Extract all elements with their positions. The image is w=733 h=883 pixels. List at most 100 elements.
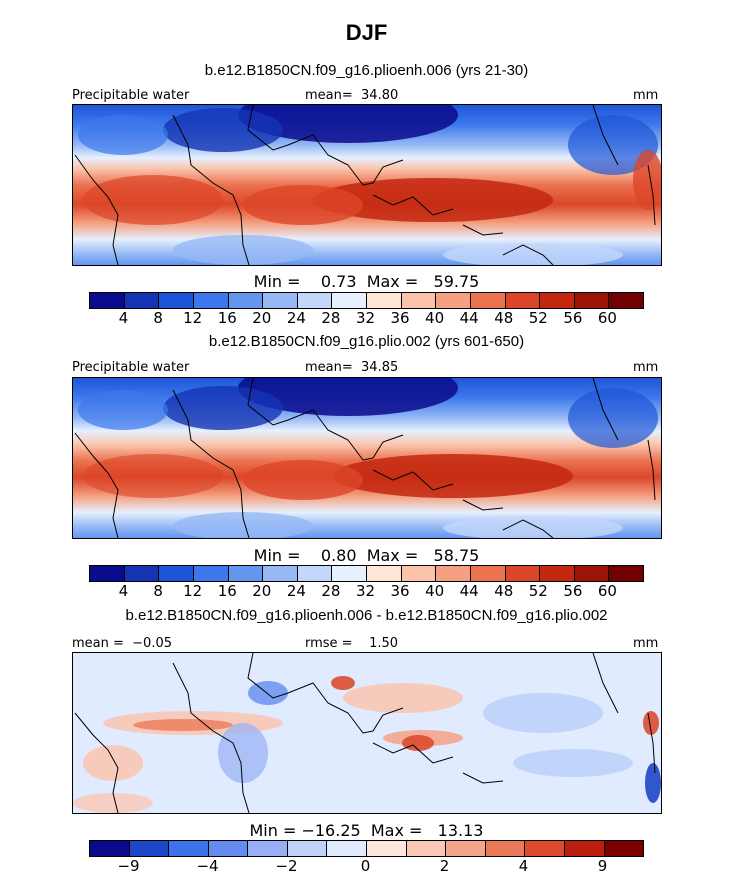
panel1-field <box>73 105 661 265</box>
colorbar-tick-label: 36 <box>390 309 410 327</box>
panel2-title: b.e12.B1850CN.f09_g16.plio.002 (yrs 601-… <box>208 333 525 350</box>
colorbar-swatch <box>124 293 160 308</box>
panel3-map <box>72 652 662 814</box>
colorbar-swatch <box>406 841 447 856</box>
panel3-colorbar <box>89 840 644 857</box>
colorbar-swatch <box>470 293 506 308</box>
colorbar-tick-label: 48 <box>494 309 514 327</box>
panel1-mean: mean= 34.80 <box>305 88 399 103</box>
colorbar-swatch <box>263 566 298 581</box>
colorbar-swatch <box>297 293 333 308</box>
colorbar-tick-label: 52 <box>528 309 548 327</box>
colorbar-swatch <box>90 293 125 308</box>
colorbar-tick-label: 2 <box>439 857 450 875</box>
panel1-units: mm <box>633 88 659 103</box>
colorbar-swatch <box>505 293 541 308</box>
colorbar-swatch <box>193 566 229 581</box>
colorbar-tick-label: 40 <box>425 309 445 327</box>
colorbar-tick-label: 20 <box>252 582 272 600</box>
colorbar-swatch <box>297 566 333 581</box>
colorbar-swatch <box>367 841 407 856</box>
colorbar-tick-label: 36 <box>390 582 410 600</box>
panel3-field <box>73 653 661 813</box>
colorbar-swatch <box>169 841 209 856</box>
colorbar-tick-label: 56 <box>563 582 583 600</box>
colorbar-swatch <box>446 841 486 856</box>
colorbar-tick-label: 32 <box>355 309 376 327</box>
colorbar-tick-label: 60 <box>597 582 617 600</box>
panel1-minmax: Min = 0.73 Max = 59.75 <box>253 272 480 291</box>
panel1-variable-label: Precipitable water <box>72 88 190 103</box>
colorbar-swatch <box>159 293 194 308</box>
colorbar-swatch <box>228 293 264 308</box>
colorbar-tick-label: 24 <box>286 582 306 600</box>
colorbar-tick-label: 8 <box>153 582 163 600</box>
colorbar-tick-label: 16 <box>217 582 237 600</box>
panel2-colorbar-ticks: 4 8 12 16 20 24 28 32 36 40 44 48 52 56 60 <box>89 582 642 600</box>
colorbar-tick-label: 12 <box>183 309 203 327</box>
colorbar-tick-label: 4 <box>118 582 129 600</box>
colorbar-swatch <box>90 566 125 581</box>
panel2-variable-label: Precipitable water <box>72 360 190 375</box>
colorbar-swatch <box>505 566 541 581</box>
colorbar-swatch <box>609 566 643 581</box>
figure-title: DJF <box>345 20 388 45</box>
colorbar-swatch <box>525 841 565 856</box>
colorbar-swatch <box>367 566 402 581</box>
colorbar-swatch <box>436 566 471 581</box>
colorbar-swatch <box>159 566 194 581</box>
colorbar-tick-label: 28 <box>321 309 341 327</box>
panel3-rmse: rmse = 1.50 <box>305 636 399 651</box>
colorbar-swatch <box>436 293 471 308</box>
colorbar-swatch <box>90 841 130 856</box>
panel3-minmax: Min = −16.25 Max = 13.13 <box>249 821 484 840</box>
panel1-colorbar <box>89 292 644 309</box>
colorbar-swatch <box>124 566 160 581</box>
colorbar-swatch <box>604 841 644 856</box>
colorbar-tick-label: 9 <box>597 857 608 875</box>
colorbar-swatch <box>574 293 610 308</box>
colorbar-tick-label: 20 <box>252 309 272 327</box>
colorbar-swatch <box>228 566 264 581</box>
colorbar-swatch <box>564 841 605 856</box>
colorbar-swatch <box>129 841 170 856</box>
panel2-mean: mean= 34.85 <box>305 360 399 375</box>
colorbar-swatch <box>208 841 249 856</box>
panel1-title: b.e12.B1850CN.f09_g16.plioenh.006 (yrs 2… <box>204 62 529 79</box>
colorbar-tick-label: 16 <box>217 309 237 327</box>
panel2-minmax: Min = 0.80 Max = 58.75 <box>253 546 480 565</box>
colorbar-swatch <box>193 293 229 308</box>
colorbar-swatch <box>287 841 328 856</box>
colorbar-tick-label: 4 <box>518 857 529 875</box>
colorbar-swatch <box>401 293 437 308</box>
colorbar-tick-label: 4 <box>118 309 129 327</box>
colorbar-tick-label: 32 <box>355 582 376 600</box>
colorbar-tick-label: 28 <box>321 582 341 600</box>
colorbar-tick-label: 60 <box>597 309 617 327</box>
colorbar-swatch <box>540 566 575 581</box>
colorbar-swatch <box>485 841 526 856</box>
colorbar-tick-label: −4 <box>196 857 219 875</box>
colorbar-tick-label: 40 <box>425 582 445 600</box>
colorbar-tick-label: 44 <box>459 582 479 600</box>
colorbar-tick-label: 56 <box>563 309 583 327</box>
panel1-colorbar-ticks: 4 8 12 16 20 24 28 32 36 40 44 48 52 56 60 <box>89 309 642 327</box>
colorbar-swatch <box>327 841 368 856</box>
colorbar-tick-label: 52 <box>528 582 548 600</box>
panel2-field <box>73 378 661 538</box>
colorbar-swatch <box>332 293 367 308</box>
colorbar-tick-label: −9 <box>117 857 140 875</box>
panel3-title: b.e12.B1850CN.f09_g16.plioenh.006 - b.e1… <box>125 607 608 624</box>
colorbar-tick-label: 8 <box>153 309 163 327</box>
colorbar-swatch <box>609 293 643 308</box>
panel2-units: mm <box>633 360 659 375</box>
colorbar-swatch <box>367 293 402 308</box>
panel2-map <box>72 377 662 539</box>
colorbar-swatch <box>470 566 506 581</box>
colorbar-swatch <box>401 566 437 581</box>
colorbar-swatch <box>248 841 288 856</box>
panel2-colorbar <box>89 565 644 582</box>
colorbar-tick-label: 48 <box>494 582 514 600</box>
colorbar-tick-label: 0 <box>360 857 371 875</box>
colorbar-swatch <box>540 293 575 308</box>
